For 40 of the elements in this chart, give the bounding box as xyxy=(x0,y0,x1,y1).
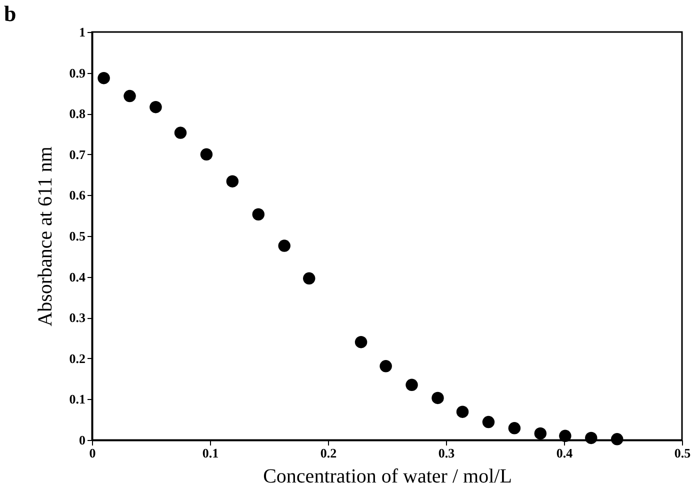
y-tick-label: 0.3 xyxy=(69,310,86,326)
point xyxy=(534,427,547,440)
point xyxy=(432,392,444,404)
point xyxy=(406,378,418,392)
y-axis-title: Absorbance at 611 nm xyxy=(34,146,56,326)
y-tick-label: 0.9 xyxy=(69,65,86,80)
y-tick-label: 0 xyxy=(79,432,86,448)
x-tick-label: 0.5 xyxy=(674,446,692,460)
x-tick-label: 0 xyxy=(89,446,96,460)
text: b xyxy=(4,1,16,26)
y-tick-label: 1 xyxy=(79,24,86,40)
point xyxy=(354,336,368,348)
point xyxy=(380,360,392,372)
point xyxy=(559,430,572,442)
point xyxy=(150,100,162,114)
point xyxy=(456,406,469,418)
point xyxy=(124,90,136,102)
x-tick-label: 0.4 xyxy=(556,446,574,460)
point xyxy=(610,433,624,446)
y-tick-label: 0.8 xyxy=(69,106,86,122)
y-tick-label: 0.5 xyxy=(69,228,86,244)
point xyxy=(278,240,290,252)
y-tick-label: 0.1 xyxy=(69,392,86,407)
point xyxy=(174,126,187,139)
y-tick-label: 0.4 xyxy=(69,269,86,284)
point xyxy=(252,208,265,220)
y-tick-label: 0.6 xyxy=(69,188,86,203)
x-tick-label: 0.2 xyxy=(320,446,337,460)
point xyxy=(585,432,598,444)
x-axis-title: Concentration of water / mol/L xyxy=(263,466,512,488)
point xyxy=(508,422,521,434)
point xyxy=(200,148,213,161)
x-tick-label: 0.3 xyxy=(438,446,456,460)
x-tick-label: 0.1 xyxy=(202,446,219,460)
point xyxy=(482,416,495,428)
point xyxy=(226,175,239,188)
y-tick-label: 0.7 xyxy=(69,146,86,162)
point xyxy=(98,72,110,84)
point xyxy=(302,272,316,285)
y-tick-label: 0.2 xyxy=(69,350,86,366)
